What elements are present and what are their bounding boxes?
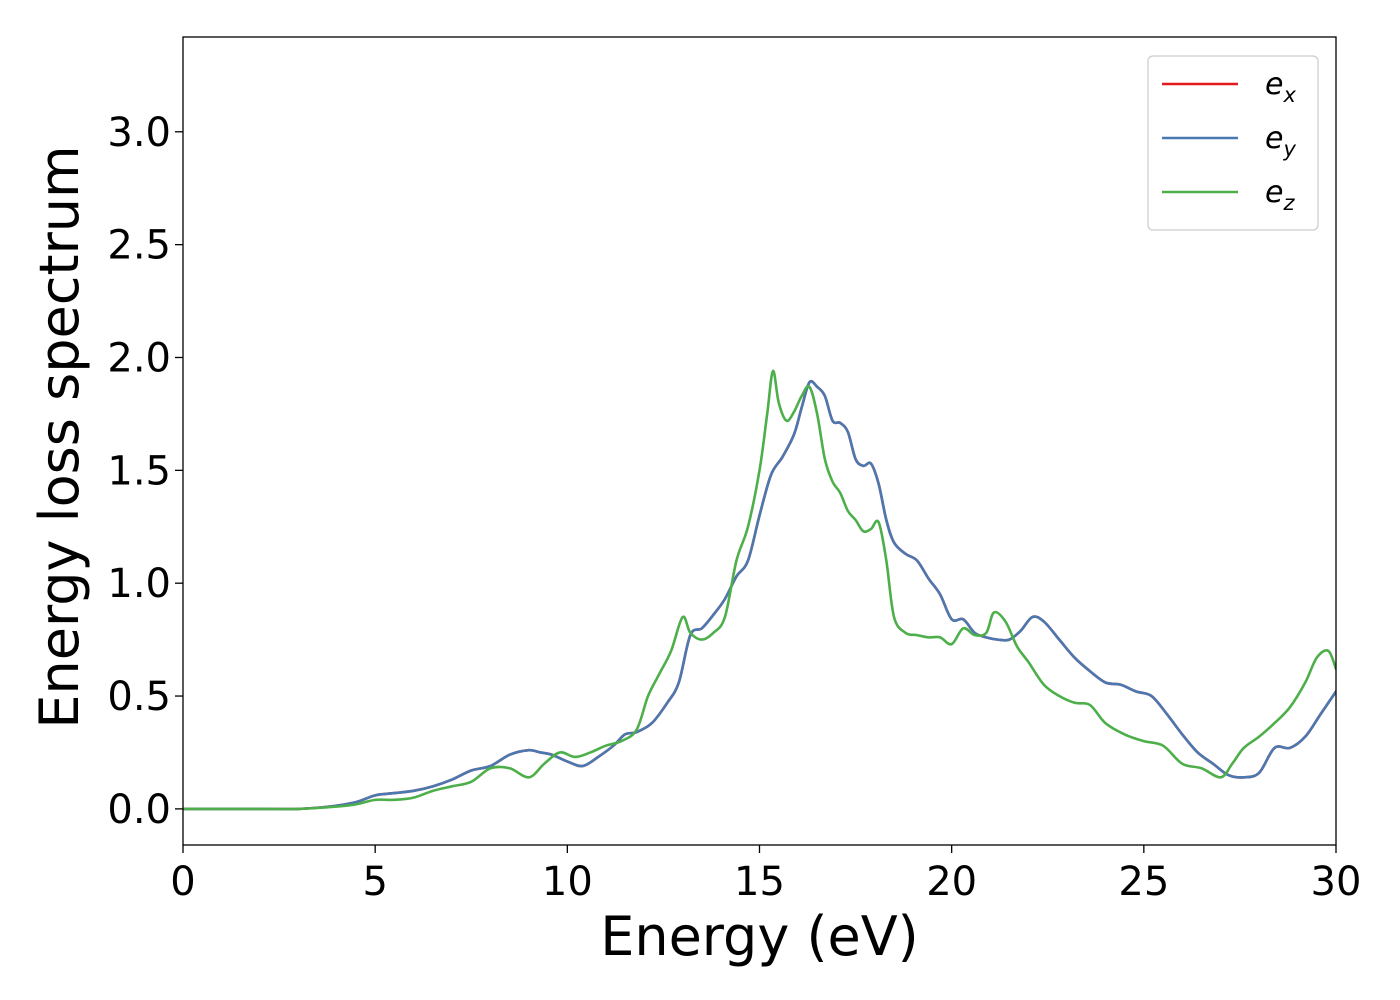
legend-label-subscript: x (1282, 83, 1296, 107)
legend-box (1147, 55, 1319, 231)
legend-label-base: e (1265, 175, 1283, 210)
legend-label-z: ez (1265, 175, 1295, 215)
x-axis: 0 5 10 15 20 25 30 (170, 845, 1361, 905)
x-tick-label: 0 (170, 859, 195, 905)
series-layer (183, 369, 1336, 811)
y-tick-label: 2.0 (107, 335, 171, 381)
x-axis-label: Energy (eV) (600, 905, 919, 968)
legend-label-subscript: z (1282, 191, 1295, 215)
legend-label-base: e (1265, 121, 1283, 156)
y-tick-label: 0.5 (107, 674, 171, 720)
y-axis: 0.0 0.5 1.0 1.5 2.0 2.5 3.0 (107, 110, 183, 833)
y-tick-label: 0.0 (107, 787, 171, 833)
x-tick-label: 30 (1311, 859, 1362, 905)
y-tick-label: 3.0 (107, 110, 171, 156)
x-tick-label: 10 (542, 859, 593, 905)
x-tick-label: 5 (362, 859, 387, 905)
x-tick-label: 25 (1118, 859, 1169, 905)
legend-label-base: e (1265, 67, 1283, 102)
y-tick-label: 1.5 (107, 448, 171, 494)
series-line-y (183, 379, 1336, 811)
x-tick-label: 15 (734, 859, 785, 905)
y-tick-label: 1.0 (107, 561, 171, 607)
legend-label-x: ex (1265, 67, 1296, 107)
legend-label-y: ey (1265, 121, 1296, 161)
legend-label-subscript: y (1282, 137, 1296, 161)
x-tick-label: 20 (926, 859, 977, 905)
series-line-z (183, 369, 1336, 811)
y-axis-label: Energy loss spectrum (28, 145, 91, 728)
y-tick-label: 2.5 (107, 223, 171, 269)
